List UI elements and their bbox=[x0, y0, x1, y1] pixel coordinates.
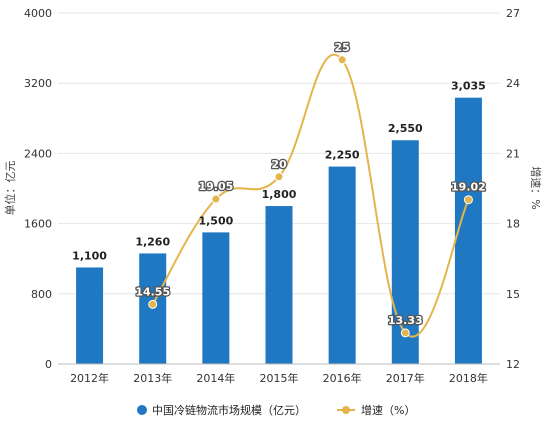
y-axis-title-left: 单位：亿元 bbox=[3, 161, 17, 216]
y-axis-title-right: 增速：% bbox=[529, 166, 543, 209]
x-tick-label: 2015年 bbox=[260, 371, 299, 385]
growth-point bbox=[211, 194, 221, 204]
bar bbox=[76, 267, 104, 364]
x-tick-label: 2013年 bbox=[133, 371, 172, 385]
growth-point bbox=[337, 55, 347, 65]
x-tick-label: 2012年 bbox=[70, 371, 109, 385]
growth-value-label: 13.33 bbox=[388, 314, 423, 327]
x-tick-label: 2016年 bbox=[323, 371, 362, 385]
y-tick-label-right: 15 bbox=[506, 288, 520, 301]
bar-value-label: 3,035 bbox=[451, 80, 486, 93]
y-tick-label-right: 21 bbox=[506, 147, 520, 160]
legend-bar-label: 中国冷链物流市场规模（亿元） bbox=[152, 403, 306, 417]
bar bbox=[391, 140, 419, 364]
y-tick-label-left: 800 bbox=[31, 288, 52, 301]
y-tick-label-right: 27 bbox=[506, 7, 520, 20]
y-tick-label-left: 3200 bbox=[24, 77, 52, 90]
bar-value-label: 1,800 bbox=[262, 188, 297, 201]
growth-point bbox=[148, 299, 158, 309]
growth-value-label: 25 bbox=[334, 41, 349, 54]
growth-value-label: 14.55 bbox=[135, 285, 170, 298]
growth-point bbox=[463, 195, 473, 205]
bar bbox=[328, 166, 356, 364]
y-tick-label-right: 24 bbox=[506, 77, 520, 90]
bar-value-label: 1,500 bbox=[198, 214, 233, 227]
growth-line bbox=[151, 53, 470, 338]
growth-point bbox=[274, 172, 284, 182]
legend-line-label: 增速（%） bbox=[361, 403, 415, 417]
x-tick-label: 2017年 bbox=[386, 371, 425, 385]
y-tick-label-left: 0 bbox=[45, 358, 52, 371]
growth-line-series bbox=[148, 53, 473, 338]
y-tick-label-left: 2400 bbox=[24, 147, 52, 160]
bar bbox=[265, 206, 293, 364]
legend-line-marker bbox=[342, 406, 350, 414]
x-tick-label: 2014年 bbox=[196, 371, 235, 385]
bar-series bbox=[76, 97, 482, 365]
bar-value-label: 1,100 bbox=[72, 249, 107, 262]
bar bbox=[454, 97, 482, 365]
growth-point bbox=[400, 328, 410, 338]
y-tick-label-right: 12 bbox=[506, 358, 520, 371]
x-tick-label: 2018年 bbox=[449, 371, 488, 385]
growth-value-label: 19.05 bbox=[198, 180, 233, 193]
growth-value-label: 20 bbox=[271, 158, 287, 171]
data-labels: 1,100 1,260 1,500 1,800 2,250 2,550 3,035 14.55… bbox=[72, 39, 487, 328]
legend: 中国冷链物流市场规模（亿元） 增速（%） bbox=[137, 403, 415, 417]
y-tick-label-left: 4000 bbox=[24, 7, 52, 20]
bar-value-label: 1,260 bbox=[135, 235, 170, 248]
growth-value-label: 19.02 bbox=[451, 181, 486, 194]
y-tick-label-left: 1600 bbox=[24, 218, 52, 231]
legend-bar-marker bbox=[137, 405, 147, 415]
y-tick-label-right: 18 bbox=[506, 218, 520, 231]
bar-value-label: 2,250 bbox=[325, 149, 360, 162]
bar-value-label: 2,550 bbox=[388, 122, 423, 135]
bar bbox=[202, 232, 230, 364]
